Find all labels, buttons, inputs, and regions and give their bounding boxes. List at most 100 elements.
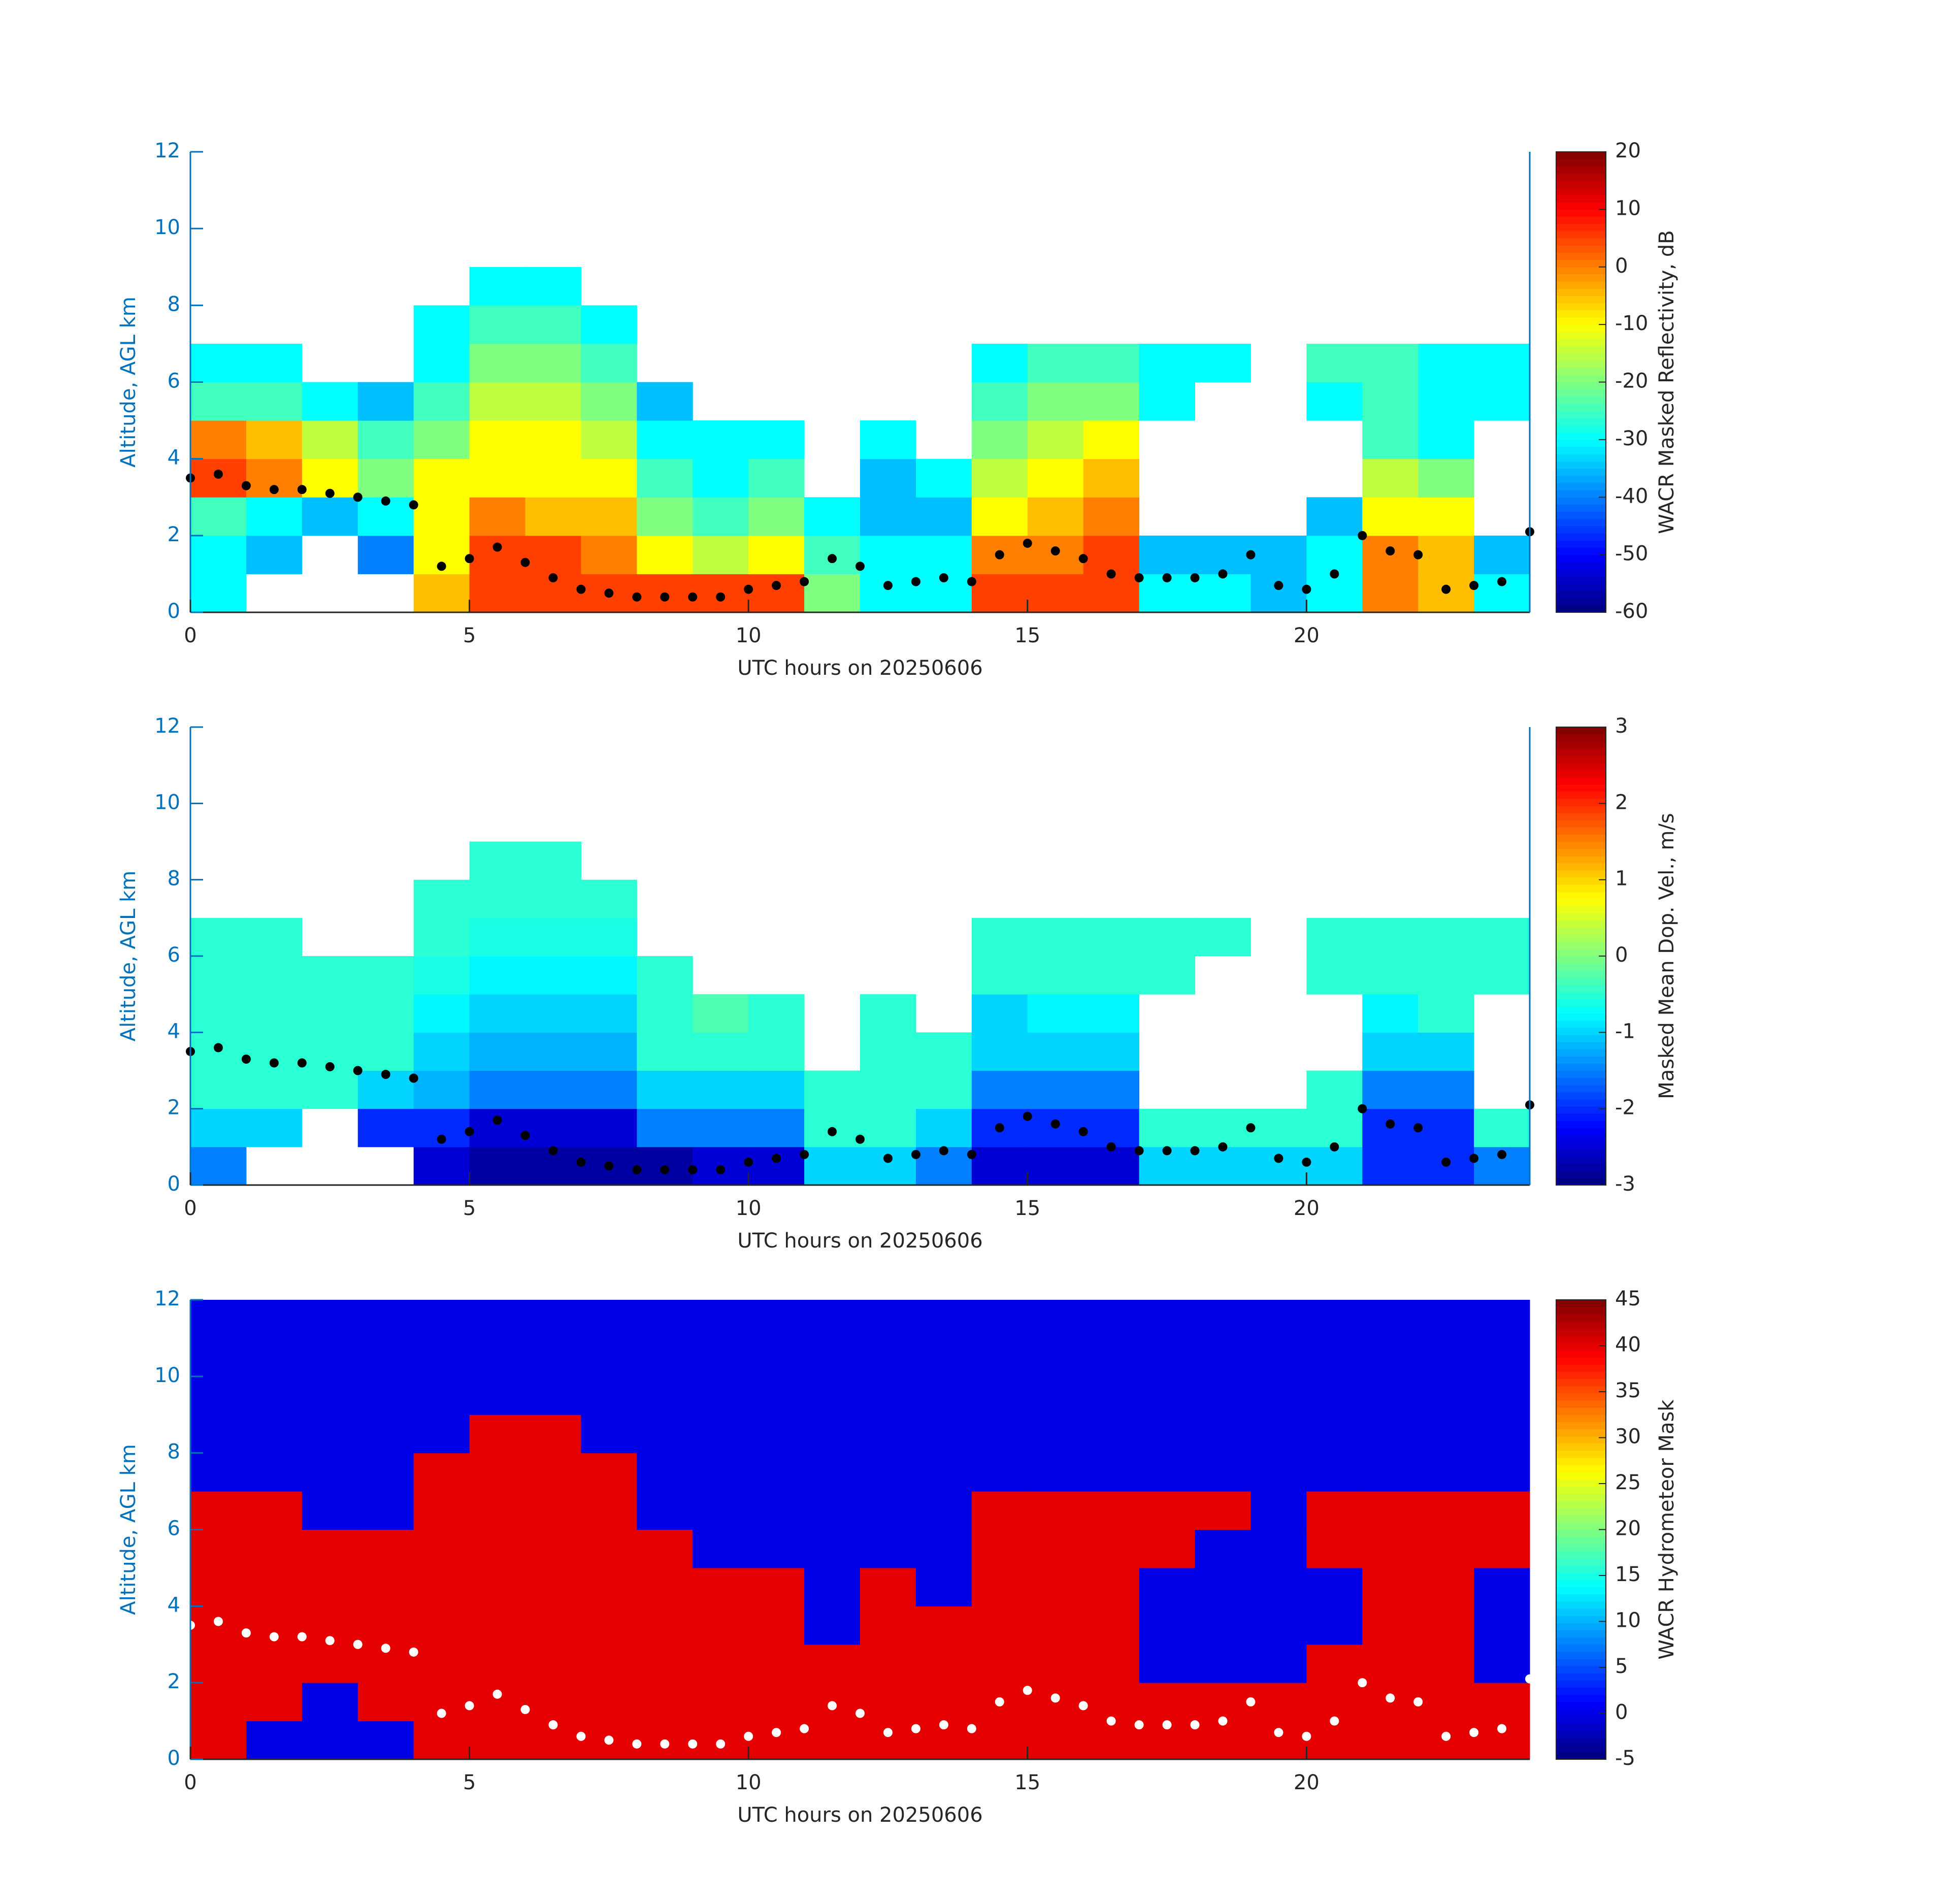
colorbar-tick-label: -20	[1615, 370, 1648, 393]
cloud-base-point	[353, 1066, 363, 1075]
heatmap-cell	[525, 382, 581, 421]
colorbar-swatch	[1556, 281, 1606, 289]
heatmap-cell	[190, 497, 247, 536]
heatmap-cell	[1418, 1606, 1474, 1645]
y-tick-label: 8	[168, 292, 180, 316]
heatmap-cell	[1306, 1491, 1363, 1530]
heatmap-cell	[1418, 1108, 1474, 1147]
heatmap-cell	[1362, 1721, 1419, 1760]
cloud-base-point	[660, 1165, 670, 1174]
heatmap-cell	[469, 1108, 525, 1147]
cloud-base-point	[1050, 1119, 1060, 1129]
cloud-base-point	[409, 1647, 418, 1657]
cloud-base-point	[632, 1165, 642, 1174]
colorbar-swatch	[1556, 1121, 1606, 1128]
cloud-base-point	[492, 1689, 502, 1699]
cloud-base-point	[297, 1058, 307, 1068]
colorbar-swatch	[1556, 1616, 1606, 1623]
colorbar-tick-label: 40	[1615, 1333, 1641, 1357]
heatmap-cell	[804, 1376, 861, 1415]
heatmap-cell	[581, 343, 637, 382]
heatmap-cell	[971, 1338, 1028, 1377]
heatmap-cell	[748, 497, 805, 536]
colorbar-swatch	[1556, 970, 1606, 978]
colorbar-swatch	[1556, 1436, 1606, 1444]
heatmap-cell	[1250, 1376, 1307, 1415]
heatmap-cell	[1362, 1300, 1419, 1338]
heatmap-cell	[693, 1415, 749, 1454]
cloud-base-point	[1106, 569, 1116, 579]
heatmap-cell	[748, 1683, 805, 1722]
heatmap-cell	[971, 1644, 1028, 1683]
cloud-base-point	[1274, 581, 1283, 590]
heatmap-cell	[525, 1108, 581, 1147]
heatmap-cell	[1195, 343, 1251, 382]
cloud-base-point	[967, 1724, 976, 1733]
heatmap-cell	[1418, 956, 1474, 995]
heatmap-cell	[413, 1529, 470, 1568]
cloud-base-point	[967, 1150, 976, 1159]
heatmap-cell	[1250, 574, 1307, 613]
heatmap-cell	[860, 1721, 916, 1760]
heatmap-cell	[971, 917, 1028, 957]
colorbar-swatch	[1556, 475, 1606, 483]
heatmap-cell	[1195, 1567, 1251, 1606]
cloud-base-point	[1050, 546, 1060, 556]
colorbar-swatch	[1556, 518, 1606, 527]
heatmap-cell	[246, 420, 303, 459]
colorbar-swatch	[1556, 798, 1606, 806]
cloud-base-point	[1246, 1123, 1256, 1133]
colorbar-swatch	[1556, 856, 1606, 864]
heatmap-cell	[971, 382, 1028, 421]
colorbar-swatch	[1556, 583, 1606, 591]
heatmap-cell	[581, 1415, 637, 1454]
cloud-base-point	[744, 1731, 753, 1741]
heatmap-cell	[1250, 1567, 1307, 1606]
heatmap-cell	[804, 1644, 861, 1683]
cloud-base-point	[660, 1739, 670, 1749]
heatmap-cell	[357, 1032, 414, 1071]
colorbar-swatch	[1556, 1680, 1606, 1688]
heatmap-cell	[1027, 1032, 1084, 1071]
heatmap-cell	[1027, 1529, 1084, 1568]
colorbar-swatch	[1556, 533, 1606, 541]
colorbar-swatch	[1556, 827, 1606, 835]
heatmap-cell	[1306, 382, 1363, 421]
heatmap-cell	[525, 458, 581, 498]
colorbar-swatch	[1556, 382, 1606, 390]
colorbar-swatch	[1556, 425, 1606, 433]
colorbar-swatch	[1556, 418, 1606, 426]
cloud-base-point	[604, 588, 614, 598]
heatmap-cell	[971, 458, 1028, 498]
colorbar-swatch	[1556, 992, 1606, 1000]
cloud-base-point	[967, 577, 976, 586]
heatmap-cell	[1474, 1567, 1530, 1606]
cloud-base-point	[437, 562, 446, 571]
heatmap-cell	[748, 1146, 805, 1186]
colorbar-tick-label: 2	[1615, 791, 1628, 814]
heatmap-cell	[915, 1567, 972, 1606]
colorbar-swatch	[1556, 1558, 1606, 1566]
heatmap-cell	[469, 841, 525, 880]
cloud-base-point	[1106, 1716, 1116, 1726]
cloud-base-point	[409, 1073, 418, 1083]
heatmap-cell	[525, 305, 581, 344]
heatmap-cell	[637, 1683, 693, 1722]
colorbar-swatch	[1556, 1508, 1606, 1516]
colorbar-label: WACR Masked Reflectivity, dB	[1655, 230, 1678, 534]
colorbar-swatch	[1556, 526, 1606, 534]
heatmap-cell	[357, 1683, 414, 1722]
heatmap-cell	[860, 1453, 916, 1492]
cloud-base-point	[632, 592, 642, 602]
heatmap-cell	[246, 1338, 303, 1377]
cloud-base-point	[241, 1054, 251, 1064]
colorbar-swatch	[1556, 1056, 1606, 1064]
heatmap-cell	[693, 1376, 749, 1415]
cloud-base-point	[828, 554, 837, 564]
heatmap-cell	[1250, 1606, 1307, 1645]
colorbar-swatch	[1556, 346, 1606, 354]
heatmap-cell	[1195, 535, 1251, 574]
cloud-base-point	[492, 542, 502, 552]
heatmap-cell	[413, 1453, 470, 1492]
heatmap-cell	[1250, 1338, 1307, 1377]
